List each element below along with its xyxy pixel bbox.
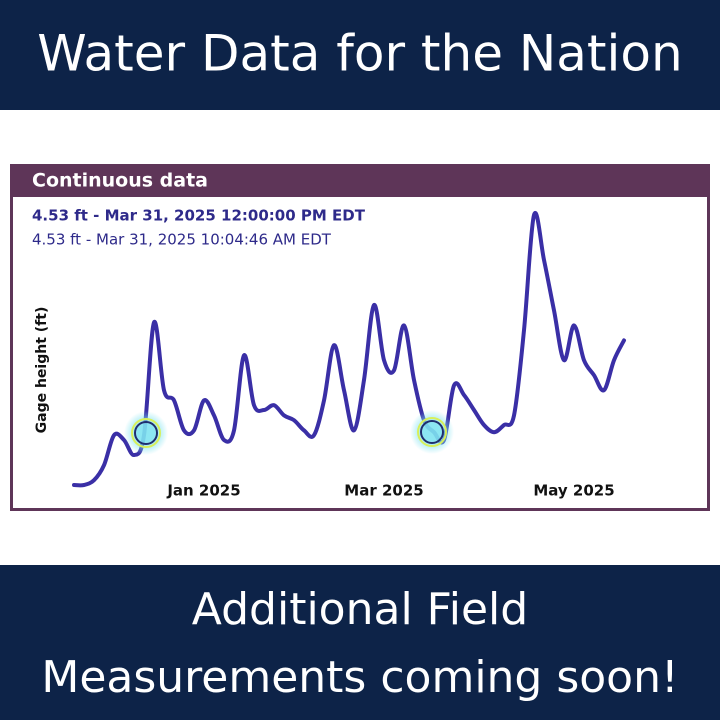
x-tick-label: Jan 2025: [166, 482, 240, 500]
tooltip-line: 4.53 ft - Mar 31, 2025 10:04:46 AM EDT: [32, 231, 332, 249]
x-tick-label: May 2025: [533, 482, 614, 500]
highlight-inner: [134, 421, 158, 445]
chart-title: Continuous data: [32, 170, 208, 192]
highlight-glow: [410, 410, 454, 454]
footer-band: [0, 565, 720, 720]
header-band: [0, 0, 720, 110]
highlight-inner: [420, 420, 444, 444]
footer-line: Additional Field: [192, 584, 528, 635]
footer-line: Measurements coming soon!: [41, 652, 678, 703]
chart-frame: [10, 164, 710, 511]
x-tick-label: Mar 2025: [344, 482, 423, 500]
plot: Jan 2025 Mar 2025 May 2025: [72, 210, 626, 500]
tooltip-line: 4.53 ft - Mar 31, 2025 12:00:00 PM EDT: [32, 207, 366, 225]
y-axis-label: Gage height (ft): [34, 307, 50, 434]
header-title: Water Data for the Nation: [37, 25, 682, 83]
data-line: [72, 210, 626, 488]
highlight-glow: [124, 411, 168, 455]
highlight-ring: [417, 417, 447, 447]
highlight-ring: [131, 418, 161, 448]
chart-header: [10, 164, 710, 197]
